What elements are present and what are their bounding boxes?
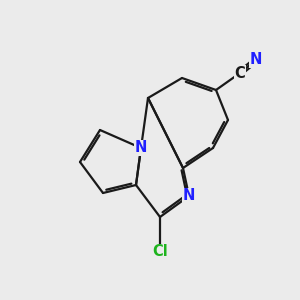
Text: C: C — [235, 65, 245, 80]
Text: N: N — [135, 140, 147, 155]
Text: N: N — [183, 188, 195, 203]
Text: N: N — [250, 52, 262, 68]
Text: Cl: Cl — [152, 244, 168, 260]
